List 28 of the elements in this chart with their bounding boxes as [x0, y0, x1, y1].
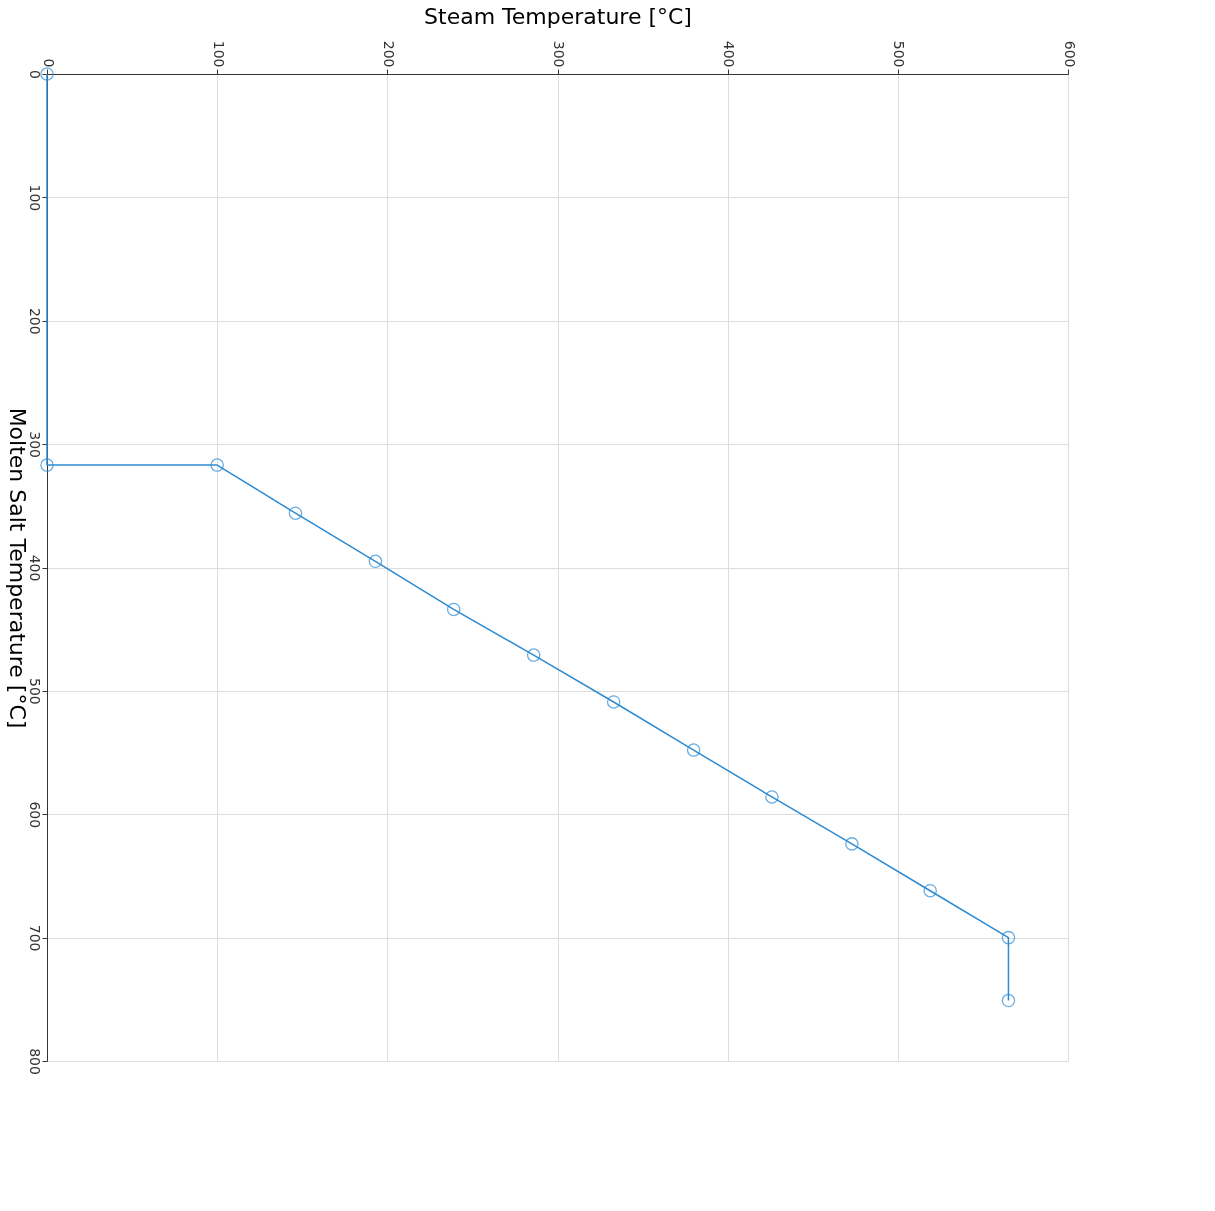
point	[765, 790, 779, 804]
x-tick-label: 200	[380, 40, 397, 68]
x-tick-label: 400	[721, 40, 738, 68]
point	[40, 458, 54, 472]
y-tick-label: 600	[26, 801, 43, 829]
point	[606, 695, 621, 709]
point	[1001, 993, 1016, 1008]
point	[923, 883, 937, 898]
y-tick-label: 700	[26, 924, 43, 952]
x-tick-label: 100	[210, 40, 227, 68]
point	[845, 837, 859, 851]
point	[1001, 930, 1016, 945]
x-tick-label: 600	[1061, 40, 1078, 68]
point	[40, 67, 54, 81]
x-tick-label: 0	[40, 58, 57, 68]
point	[368, 554, 383, 569]
y-tick-label: 100	[26, 184, 43, 212]
x-tick-label: 300	[551, 40, 567, 68]
point	[526, 648, 541, 662]
x-axis-title: Steam Temperature [°C]	[424, 3, 692, 29]
point	[288, 506, 303, 520]
y-tick-label: 200	[26, 307, 43, 335]
point	[686, 743, 701, 757]
y-tick-label: 0	[26, 70, 43, 79]
point	[446, 602, 461, 617]
point	[210, 458, 224, 472]
y-tick-label: 800	[26, 1048, 43, 1075]
x-tick-label: 500	[891, 40, 908, 68]
